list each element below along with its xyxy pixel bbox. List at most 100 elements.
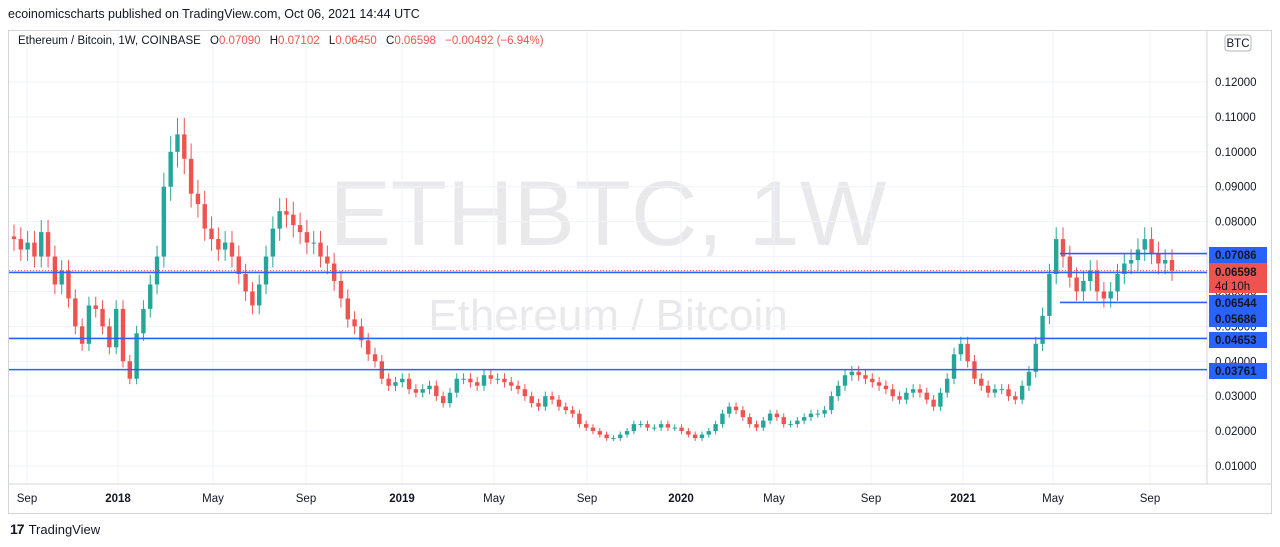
- candle-body: [400, 378, 405, 383]
- candle-body: [107, 326, 112, 348]
- candle-body: [549, 396, 555, 400]
- candle-body: [311, 242, 316, 244]
- candle-body: [495, 378, 500, 380]
- candle-body: [1142, 239, 1147, 250]
- candle-body: [788, 424, 793, 426]
- candle-body: [434, 385, 439, 397]
- candle-body: [488, 375, 494, 379]
- level-price-badge: [1209, 311, 1267, 327]
- candle-body: [897, 396, 902, 400]
- candle-body: [686, 431, 691, 435]
- legend-close-value: 0.06598: [394, 35, 436, 47]
- candle-body: [836, 385, 841, 397]
- candle-body: [645, 424, 650, 428]
- candle-body: [277, 211, 282, 229]
- candle-body: [665, 424, 671, 428]
- candle-body: [291, 214, 296, 226]
- candle-body: [849, 371, 855, 376]
- chart-panel[interactable]: [8, 30, 1272, 514]
- candle-body: [1033, 343, 1038, 372]
- candle-body: [386, 378, 391, 386]
- candle-body: [345, 298, 350, 320]
- candle-body: [1094, 270, 1100, 292]
- candle-body: [440, 396, 446, 404]
- candle-body: [992, 389, 998, 393]
- candle-body: [372, 354, 378, 362]
- candle-body: [1081, 280, 1086, 292]
- candle-body: [1135, 249, 1141, 261]
- y-tick-label: 0.02000: [1215, 426, 1257, 438]
- level-price-badge-label: 0.05686: [1215, 314, 1257, 326]
- y-tick-label: 0.09000: [1215, 182, 1257, 194]
- tradingview-brand-label: TradingView: [28, 521, 101, 537]
- candle-body: [652, 427, 657, 429]
- candle-body: [958, 343, 964, 355]
- candle-body: [229, 242, 235, 257]
- candle-body: [1122, 263, 1127, 274]
- level-price-badge-label: 0.07086: [1215, 250, 1257, 262]
- candle-body: [631, 424, 637, 432]
- candle-body: [461, 378, 466, 380]
- candle-body: [59, 270, 64, 285]
- candle-body: [577, 413, 582, 425]
- candle-body: [570, 410, 575, 414]
- candle-body: [1026, 371, 1032, 386]
- candle-body: [515, 385, 521, 390]
- candle-body: [883, 385, 889, 390]
- candle-body: [39, 232, 44, 257]
- candle-body: [222, 242, 228, 250]
- candle-body: [624, 431, 630, 435]
- level-price-badge: [1209, 247, 1267, 263]
- candle-body: [284, 211, 289, 215]
- candle-body: [243, 274, 248, 292]
- candle-body: [366, 340, 371, 355]
- candle-body: [863, 375, 868, 379]
- candle-body: [699, 434, 705, 439]
- current-price-label: 0.06598: [1215, 267, 1257, 279]
- x-tick-label: May: [202, 493, 224, 505]
- currency-badge[interactable]: [1224, 34, 1252, 52]
- candle-body: [733, 406, 739, 411]
- candle-body: [257, 284, 262, 306]
- candle-body: [73, 298, 78, 327]
- candle-body: [1019, 385, 1025, 400]
- level-price-badge-label: 0.03761: [1215, 366, 1257, 378]
- candle-body: [413, 389, 419, 393]
- candle-body: [161, 186, 167, 257]
- candle-body: [113, 308, 119, 348]
- candle-body: [999, 389, 1004, 391]
- x-tick-label: Sep: [1140, 493, 1160, 505]
- legend-symbol: Ethereum / Bitcoin, 1W, COINBASE: [18, 35, 201, 47]
- candle-body: [761, 420, 766, 428]
- y-tick-label: 0.10000: [1215, 147, 1257, 159]
- candle-body: [1074, 277, 1079, 292]
- candle-body: [706, 431, 711, 435]
- y-tick-label: 0.01000: [1215, 461, 1257, 473]
- candle-body: [1108, 291, 1113, 299]
- candle-body: [175, 134, 180, 152]
- candle-body: [359, 326, 364, 341]
- candle-body: [481, 375, 487, 386]
- candle-body: [945, 378, 950, 393]
- candle-body: [917, 389, 923, 393]
- candle-body: [1054, 239, 1059, 274]
- candle-body: [393, 382, 398, 386]
- candle-body: [66, 270, 71, 299]
- candle-body: [658, 424, 664, 428]
- x-tick-label: May: [763, 493, 785, 505]
- candle-body: [543, 396, 548, 407]
- legend-change: −0.00492 (−6.94%): [445, 35, 544, 47]
- candle-body: [801, 417, 807, 421]
- watermark-ticker: ETHBTC, 1W: [329, 163, 886, 265]
- tradingview-brand[interactable]: 17 TradingView: [10, 521, 100, 537]
- candle-body: [1088, 270, 1093, 281]
- candle-body: [1115, 274, 1120, 292]
- candle-body: [1067, 256, 1073, 278]
- candle-body: [604, 434, 609, 439]
- candle-body: [352, 319, 357, 327]
- candle-body: [420, 389, 425, 393]
- x-tick-label: Sep: [296, 493, 316, 505]
- candle-body: [754, 424, 759, 428]
- x-tick-label: Sep: [861, 493, 881, 505]
